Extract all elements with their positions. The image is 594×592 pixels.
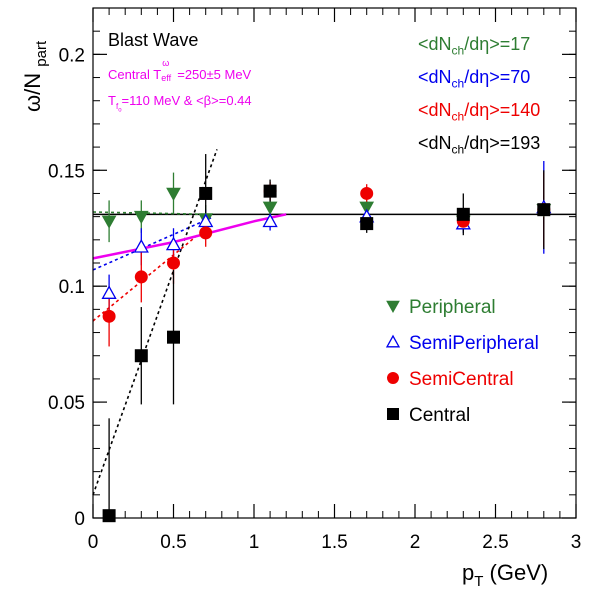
x-axis-label-base: p	[462, 560, 474, 585]
data-point-peripheral	[101, 215, 117, 229]
legend-label-central: Central	[409, 405, 470, 426]
fit-line-semiperipheral	[92, 215, 215, 271]
data-point-semicentral	[167, 256, 180, 270]
data-point-semicentral	[199, 226, 213, 240]
x-axis-label-rest: (GeV)	[483, 560, 548, 585]
data-point-central	[263, 184, 277, 198]
data-point-central	[360, 217, 374, 231]
data-point-semiperipheral	[262, 213, 278, 228]
data-point-semicentral	[102, 309, 116, 323]
data-point-semiperipheral	[133, 238, 149, 253]
data-point-central	[456, 207, 470, 221]
legend-label-semicentral: SemiCentral	[409, 369, 514, 390]
x-tick-label: 3	[571, 532, 582, 553]
multiplicity-label: <dNch/dη>=17	[418, 34, 531, 58]
fit-line-semicentral	[92, 225, 210, 322]
data-point-peripheral	[133, 210, 149, 225]
legend-label-semiperipheral: SemiPeripheral	[409, 333, 539, 354]
x-axis-label: pT (GeV)	[462, 560, 548, 590]
y-tick-label: 0.1	[59, 277, 85, 298]
chart-title: Blast Wave	[108, 30, 199, 50]
x-tick-label: 2	[410, 532, 421, 553]
data-point-peripheral	[359, 201, 375, 215]
x-axis-label-subscript: T	[474, 573, 483, 590]
y-tick-label: 0.2	[59, 45, 85, 66]
fit-line-peripheral	[92, 211, 206, 216]
y-tick-label: 0.15	[48, 161, 85, 182]
legend-marker-semiperipheral	[385, 334, 401, 348]
data-point-semicentral	[134, 270, 148, 284]
multiplicity-label: <dNch/dη>=70	[418, 67, 531, 91]
x-tick-label: 2.5	[482, 532, 508, 553]
x-tick-label: 1.5	[321, 532, 347, 553]
data-point-peripheral	[166, 187, 181, 201]
blast-wave-curve	[92, 213, 287, 260]
y-axis-label: ω/N part	[20, 40, 50, 112]
x-tick-label: 0.5	[160, 532, 186, 553]
data-point-semiperipheral	[101, 285, 117, 299]
data-point-central	[537, 203, 551, 217]
data-point-semiperipheral	[165, 236, 182, 251]
multiplicity-label: <dNch/dη>=193	[418, 133, 541, 157]
multiplicity-label: <dNch/dη>=140	[418, 100, 541, 124]
data-point-central	[134, 349, 148, 363]
y-axis-label-main: ω/N	[20, 73, 45, 112]
y-tick-label: 0.05	[48, 393, 85, 414]
y-axis-label-subscript: part	[33, 40, 50, 67]
x-tick-label: 1	[249, 532, 260, 553]
data-point-central	[199, 186, 213, 200]
data-point-central	[167, 330, 180, 344]
data-point-semicentral	[360, 186, 374, 200]
legend-label-peripheral: Peripheral	[409, 297, 496, 318]
data-point-peripheral	[262, 201, 278, 215]
y-tick-label: 0	[74, 509, 85, 530]
legend-marker-semicentral	[387, 372, 399, 384]
legend-marker-peripheral	[386, 300, 400, 314]
legend-marker-central	[387, 408, 399, 420]
fit-line-central	[92, 149, 218, 496]
x-tick-label: 0	[88, 532, 99, 553]
annotation-line-2: Tfo=110 MeV & <β>=0.44	[108, 93, 252, 114]
